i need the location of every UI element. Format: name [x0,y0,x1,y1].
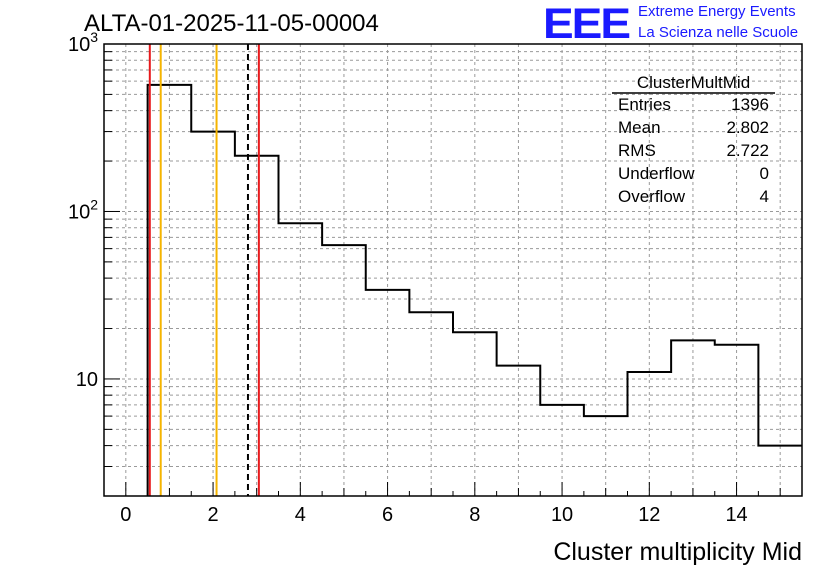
histogram-bin-13 [715,345,759,496]
x-tick-label: 12 [638,504,660,526]
eee-logo: EEE [543,0,631,48]
histogram-bin-12 [671,340,715,496]
stats-box: ClusterMultMid Entries 1396 Mean 2.802 RMS 2.7… [612,73,775,206]
stats-label-overflow: Overflow [618,187,686,206]
stats-label-rms: RMS [618,141,656,160]
histogram-bin-3 [279,223,323,496]
brand-line-1: Extreme Energy Events [638,3,796,20]
run-title: ALTA-01-2025-11-05-00004 [84,10,379,37]
x-tick-label: 4 [295,504,306,526]
histogram-bin-11 [628,372,672,496]
x-tick-label: 10 [551,504,573,526]
stats-value-overflow: 4 [760,187,769,206]
grid-lines [104,44,802,496]
histogram-bin-6 [409,312,453,496]
stats-label-entries: Entries [618,95,671,114]
y-tick-label: 102 [68,196,98,223]
histogram-bin-8 [497,366,541,496]
histogram-bin-4 [322,245,366,496]
brand-line-2: La Scienza nelle Scuole [638,24,799,41]
stats-value-rms: 2.722 [726,141,769,160]
x-tick-label: 8 [469,504,480,526]
stats-value-underflow: 0 [760,164,769,183]
x-tick-label: 2 [208,504,219,526]
x-axis-label: Cluster multiplicity Mid [553,538,802,566]
stats-label-mean: Mean [618,118,661,137]
histogram-bin-10 [584,416,628,496]
histogram-bin-2 [235,156,279,496]
stats-value-entries: 1396 [731,95,769,114]
histogram-outline [146,83,802,496]
stats-value-mean: 2.802 [726,118,769,137]
stats-title: ClusterMultMid [637,73,750,92]
x-tick-label: 0 [120,504,131,526]
histogram-bin-1 [191,132,235,496]
x-tick-label: 14 [725,504,747,526]
stats-label-underflow: Underflow [618,164,695,183]
y-tick-label: 103 [68,29,98,56]
histogram-bin-7 [453,332,497,496]
y-tick-label: 10 [76,369,98,391]
histogram-bin-0 [148,85,192,496]
histogram-bin-5 [366,290,410,496]
x-tick-label: 6 [382,504,393,526]
